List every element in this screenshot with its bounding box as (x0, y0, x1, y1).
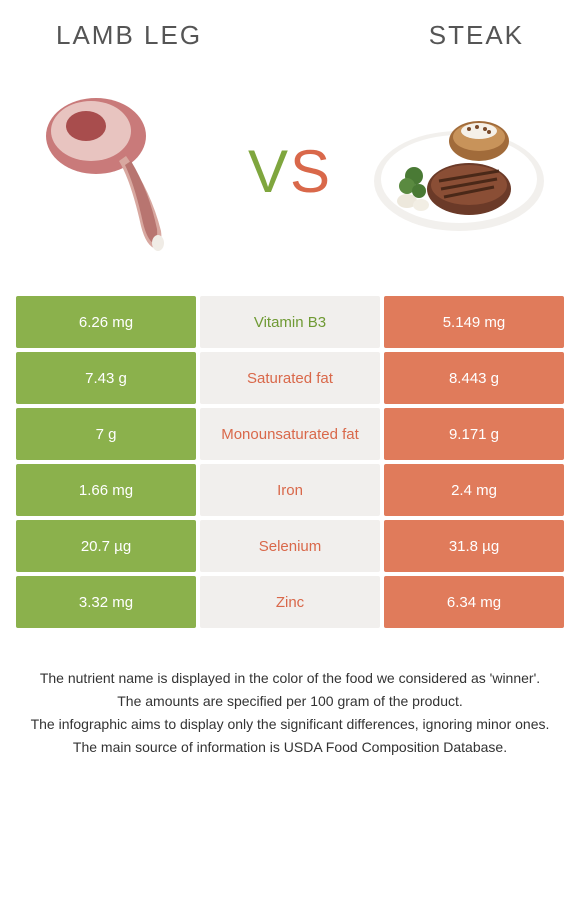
table-row: 6.26 mgVitamin B35.149 mg (16, 296, 564, 348)
cell-right-value: 9.171 g (384, 408, 564, 460)
table-row: 7 gMonounsaturated fat9.171 g (16, 408, 564, 460)
cell-left-value: 20.7 µg (16, 520, 196, 572)
cell-left-value: 7 g (16, 408, 196, 460)
titles-row: LAMB LEG STEAK (16, 20, 564, 51)
note-line: The main source of information is USDA F… (24, 737, 556, 758)
cell-nutrient-label: Iron (200, 464, 380, 516)
cell-right-value: 31.8 µg (384, 520, 564, 572)
cell-nutrient-label: Zinc (200, 576, 380, 628)
cell-right-value: 2.4 mg (384, 464, 564, 516)
lamb-leg-icon (26, 81, 216, 261)
images-row: VS (16, 81, 564, 261)
vs-s: S (290, 138, 332, 205)
cell-nutrient-label: Monounsaturated fat (200, 408, 380, 460)
title-left: LAMB LEG (56, 20, 202, 51)
note-line: The amounts are specified per 100 gram o… (24, 691, 556, 712)
table-row: 3.32 mgZinc6.34 mg (16, 576, 564, 628)
cell-right-value: 5.149 mg (384, 296, 564, 348)
notes-block: The nutrient name is displayed in the co… (16, 668, 564, 758)
vs-label: VS (248, 137, 332, 206)
note-line: The infographic aims to display only the… (24, 714, 556, 735)
note-line: The nutrient name is displayed in the co… (24, 668, 556, 689)
cell-left-value: 3.32 mg (16, 576, 196, 628)
nutrient-table: 6.26 mgVitamin B35.149 mg7.43 gSaturated… (16, 296, 564, 628)
cell-right-value: 8.443 g (384, 352, 564, 404)
cell-left-value: 1.66 mg (16, 464, 196, 516)
steak-plate-icon (364, 81, 554, 261)
cell-left-value: 7.43 g (16, 352, 196, 404)
cell-nutrient-label: Saturated fat (200, 352, 380, 404)
table-row: 7.43 gSaturated fat8.443 g (16, 352, 564, 404)
table-row: 1.66 mgIron2.4 mg (16, 464, 564, 516)
cell-nutrient-label: Selenium (200, 520, 380, 572)
table-row: 20.7 µgSelenium31.8 µg (16, 520, 564, 572)
title-right: STEAK (429, 20, 524, 51)
cell-right-value: 6.34 mg (384, 576, 564, 628)
cell-left-value: 6.26 mg (16, 296, 196, 348)
cell-nutrient-label: Vitamin B3 (200, 296, 380, 348)
vs-v: V (248, 138, 290, 205)
